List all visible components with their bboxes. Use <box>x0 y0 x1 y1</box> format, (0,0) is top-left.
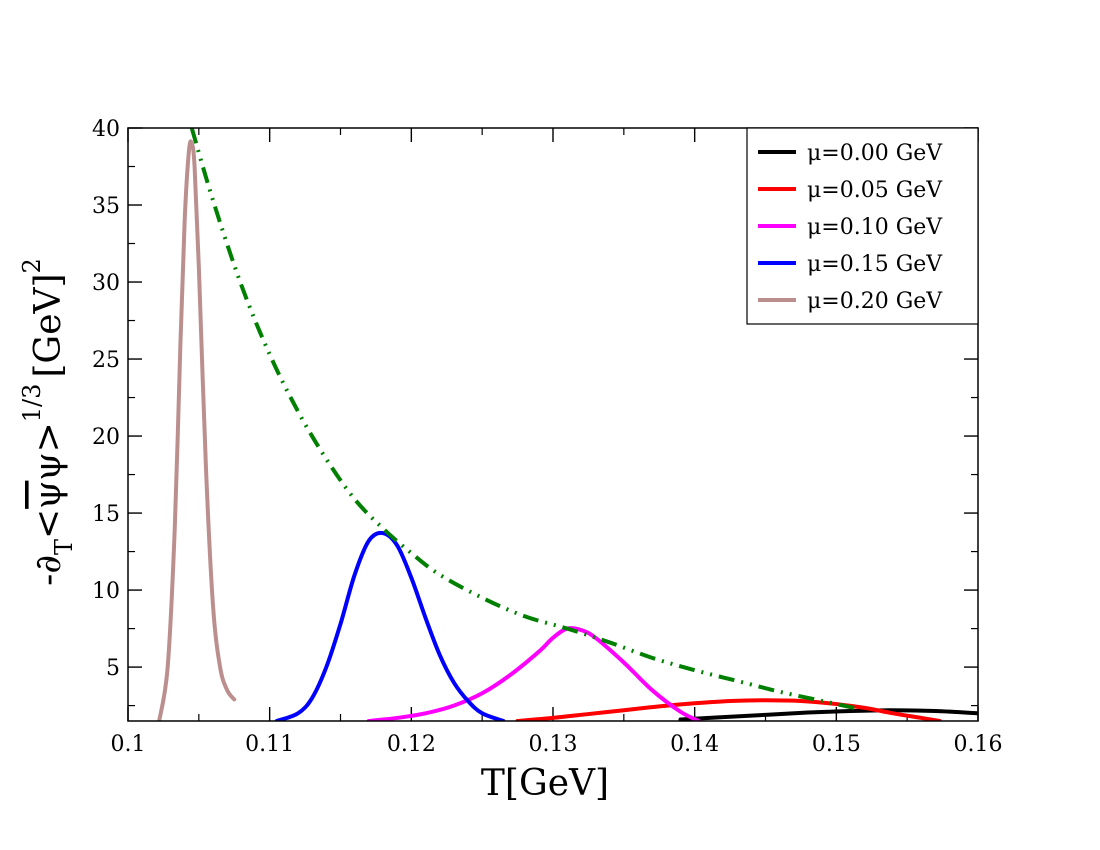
series-line-2 <box>366 626 701 721</box>
legend-label: μ=0.00 GeV <box>807 141 943 166</box>
legend-label: μ=0.10 GeV <box>807 215 943 240</box>
y-title-psi: ψ <box>28 452 69 480</box>
y-tick-label: 35 <box>92 194 120 219</box>
x-tick-label: 0.15 <box>812 732 861 757</box>
svg-text:-∂T<ψψ>1/3[GeV]2: -∂T<ψψ>1/3[GeV]2 <box>18 258 78 586</box>
x-tick-label: 0.16 <box>954 732 1003 757</box>
series-line-4 <box>157 139 237 721</box>
y-title-prefix: -∂ <box>28 555 69 586</box>
legend-label: μ=0.05 GeV <box>807 178 943 203</box>
x-tick-label: 0.11 <box>245 732 294 757</box>
y-tick-label: 40 <box>92 117 120 142</box>
y-title-unit: [GeV] <box>28 273 69 377</box>
x-tick-label: 0.13 <box>529 732 578 757</box>
x-axis-title: T[GeV] <box>481 763 609 804</box>
legend-label: μ=0.20 GeV <box>807 289 943 314</box>
y-title-close: > <box>28 422 69 452</box>
y-title-unit-exponent: 2 <box>18 258 46 273</box>
tick-labels: 0.1 0.11 0.12 0.13 0.14 0.15 0.16 5 10 15 20 25 30 35… <box>92 117 1002 757</box>
y-title-exponent: 1/3 <box>18 384 46 423</box>
plot-frame <box>127 127 979 722</box>
y-tick-label: 20 <box>92 425 120 450</box>
legend-entries: μ=0.00 GeV μ=0.05 GeV μ=0.10 GeV μ=0.15 GeV… <box>758 141 943 314</box>
legend-label: μ=0.15 GeV <box>807 252 943 277</box>
y-title-subscript: T <box>50 539 78 555</box>
x-tick-label: 0.12 <box>387 732 436 757</box>
series-line-0 <box>678 708 978 721</box>
x-tick-label: 0.1 <box>111 732 146 757</box>
y-title-psibar: ψ <box>28 481 69 509</box>
envelope-line <box>189 128 859 711</box>
y-tick-label: 5 <box>106 656 120 681</box>
series-layer <box>157 128 978 721</box>
y-tick-label: 30 <box>92 271 120 296</box>
y-axis-title: -∂T<ψψ>1/3[GeV]2 <box>18 258 78 586</box>
y-title-open: < <box>28 509 69 539</box>
y-tick-label: 25 <box>92 348 120 373</box>
legend: μ=0.00 GeV μ=0.05 GeV μ=0.10 GeV μ=0.15 GeV… <box>746 127 979 325</box>
y-tick-label: 15 <box>92 502 120 527</box>
y-tick-label: 10 <box>92 579 120 604</box>
x-tick-label: 0.14 <box>670 732 719 757</box>
series-line-1 <box>515 698 942 721</box>
